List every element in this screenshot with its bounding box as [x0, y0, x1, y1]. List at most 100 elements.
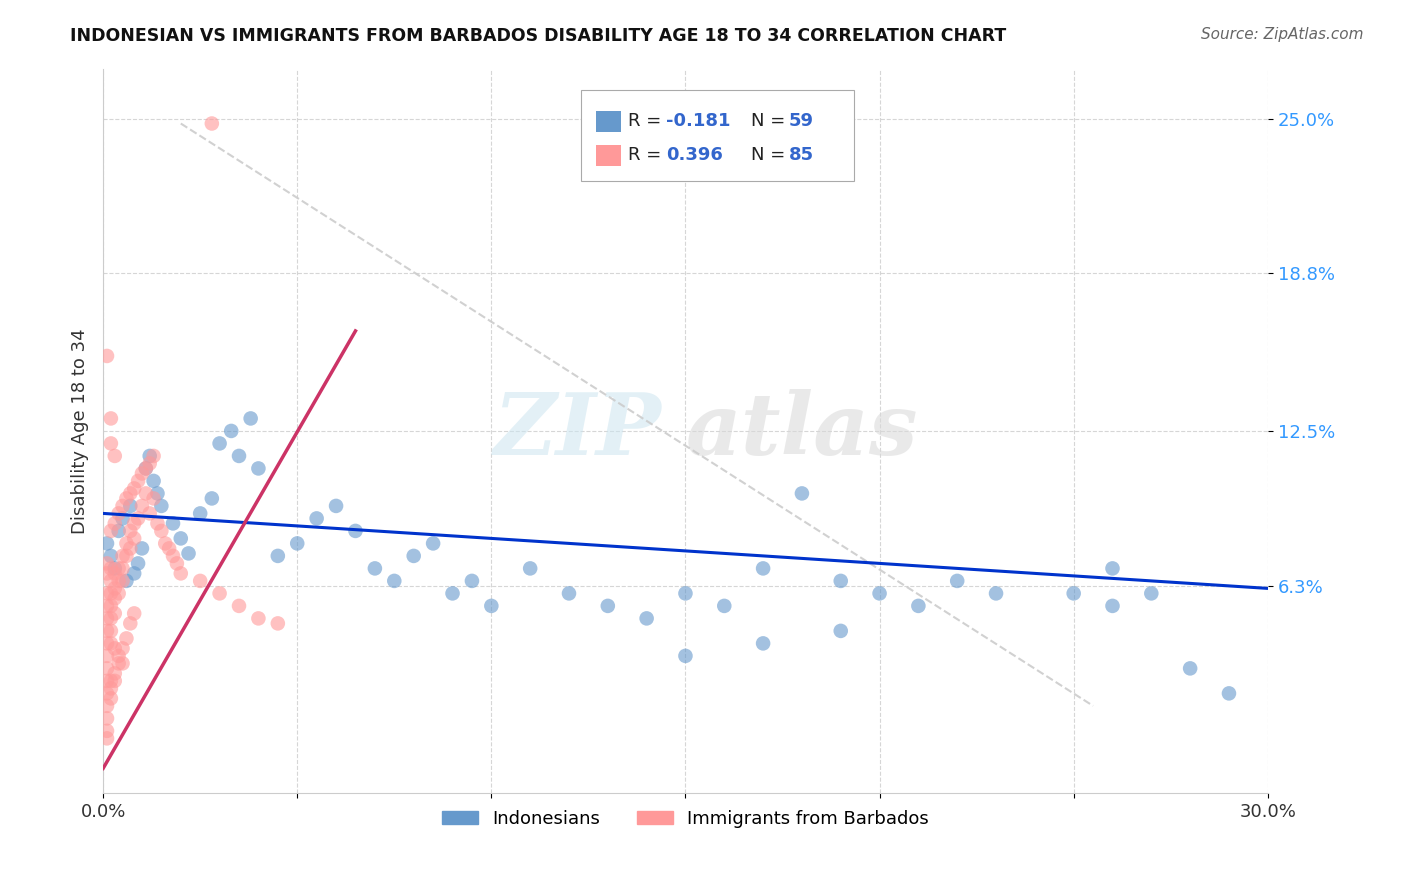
Point: [135, 461, 157, 475]
Point: [382, 574, 405, 588]
Point: [131, 499, 153, 513]
Point: [100, 673, 122, 688]
Point: [1218, 686, 1240, 700]
Point: [115, 549, 138, 563]
Y-axis label: Disability Age 18 to 34: Disability Age 18 to 34: [72, 328, 89, 533]
Point: [111, 657, 134, 671]
Point: [96, 698, 118, 713]
Point: [107, 507, 129, 521]
Point: [830, 624, 852, 638]
Point: [479, 599, 502, 613]
Point: [166, 557, 188, 571]
Point: [267, 616, 290, 631]
Point: [138, 507, 160, 521]
Point: [558, 586, 581, 600]
Point: [107, 561, 129, 575]
Point: [157, 541, 180, 556]
Point: [247, 611, 270, 625]
Point: [131, 541, 153, 556]
Point: [142, 491, 165, 506]
Text: Source: ZipAtlas.com: Source: ZipAtlas.com: [1201, 27, 1364, 42]
Point: [188, 574, 211, 588]
Point: [219, 424, 242, 438]
Point: [131, 467, 153, 481]
Point: [146, 486, 169, 500]
Point: [239, 411, 262, 425]
Point: [100, 611, 122, 625]
Point: [96, 711, 118, 725]
Point: [208, 436, 231, 450]
Point: [127, 511, 149, 525]
Point: [135, 486, 157, 500]
Point: [107, 574, 129, 588]
Point: [104, 607, 127, 621]
Point: [96, 611, 118, 625]
Point: [138, 449, 160, 463]
Point: [869, 586, 891, 600]
Point: [675, 586, 697, 600]
Point: [267, 549, 290, 563]
Point: [208, 586, 231, 600]
Point: [107, 648, 129, 663]
Text: R =: R =: [628, 112, 668, 130]
Point: [162, 516, 184, 531]
Point: [120, 541, 142, 556]
Point: [96, 586, 118, 600]
Point: [104, 591, 127, 606]
Point: [1140, 586, 1163, 600]
Point: [402, 549, 425, 563]
Point: [107, 657, 129, 671]
Point: [104, 666, 127, 681]
Point: [111, 561, 134, 575]
Point: [122, 516, 145, 531]
Point: [162, 549, 184, 563]
Point: [142, 474, 165, 488]
Point: [907, 599, 929, 613]
Point: [135, 461, 157, 475]
Text: N =: N =: [751, 112, 790, 130]
Point: [1178, 661, 1201, 675]
Point: [100, 624, 122, 638]
Text: -0.181: -0.181: [665, 112, 730, 130]
Point: [596, 599, 619, 613]
Point: [122, 566, 145, 581]
Point: [115, 574, 138, 588]
Point: [177, 546, 200, 560]
Point: [285, 536, 308, 550]
Text: N =: N =: [751, 146, 790, 164]
Point: [104, 449, 127, 463]
Point: [636, 611, 658, 625]
Point: [142, 449, 165, 463]
Legend: Indonesians, Immigrants from Barbados: Indonesians, Immigrants from Barbados: [434, 803, 936, 835]
Point: [146, 516, 169, 531]
Point: [228, 599, 250, 613]
Point: [752, 561, 775, 575]
Point: [100, 691, 122, 706]
Point: [96, 661, 118, 675]
Point: [104, 566, 127, 581]
Point: [115, 536, 138, 550]
Point: [104, 673, 127, 688]
Point: [247, 461, 270, 475]
Point: [100, 524, 122, 538]
Point: [107, 586, 129, 600]
Point: [228, 449, 250, 463]
Point: [150, 524, 173, 538]
Point: [111, 574, 134, 588]
FancyBboxPatch shape: [596, 111, 621, 132]
Point: [122, 482, 145, 496]
Point: [984, 586, 1007, 600]
Point: [100, 549, 122, 563]
Point: [120, 499, 142, 513]
Point: [122, 532, 145, 546]
Text: 59: 59: [789, 112, 814, 130]
Point: [790, 486, 813, 500]
Point: [1063, 586, 1085, 600]
Point: [115, 491, 138, 506]
Point: [96, 731, 118, 746]
Point: [1101, 561, 1123, 575]
Point: [170, 566, 193, 581]
Point: [111, 641, 134, 656]
Point: [115, 632, 138, 646]
Text: atlas: atlas: [686, 389, 918, 473]
